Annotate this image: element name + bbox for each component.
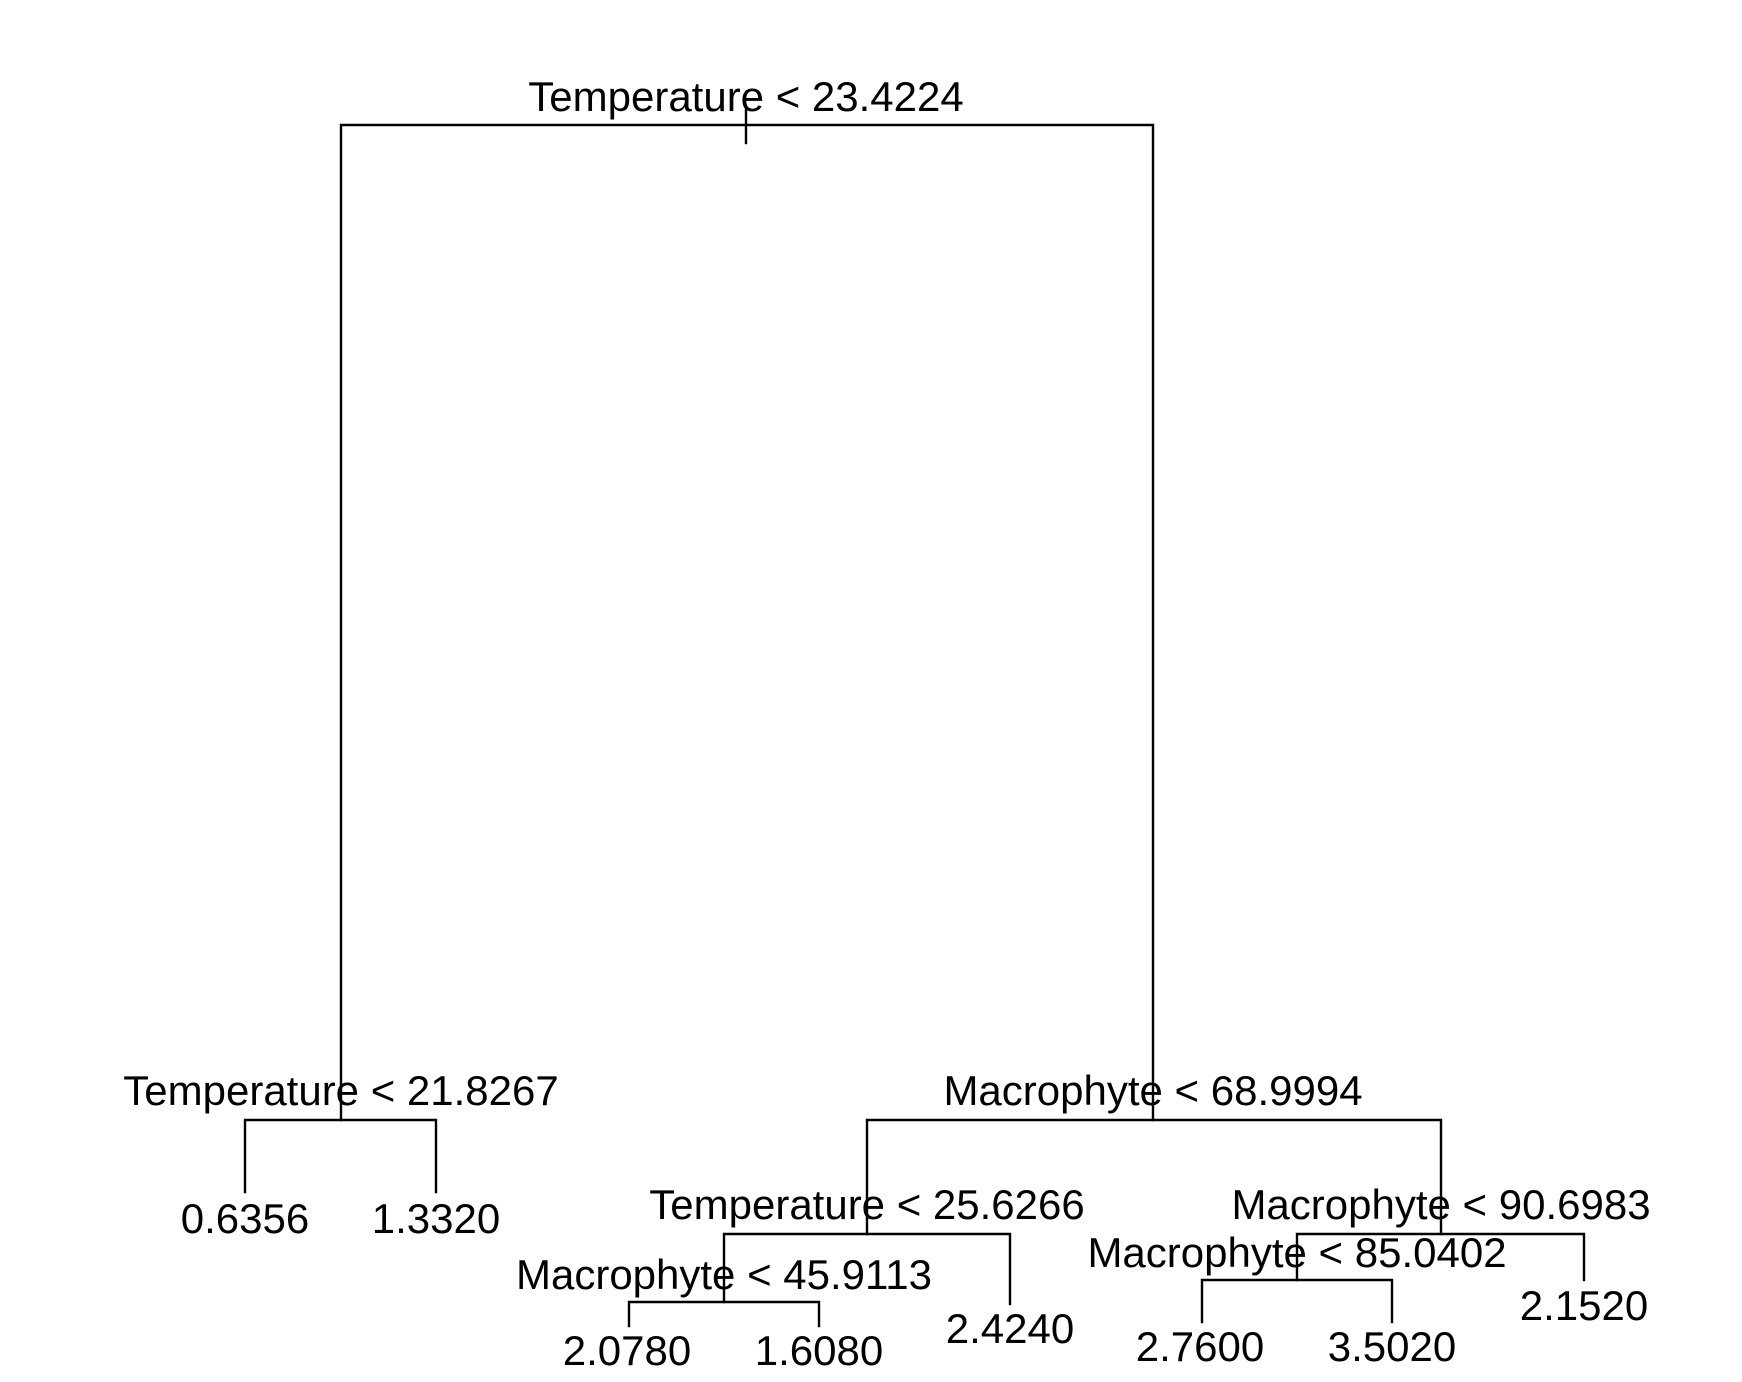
right-right-left-branch bbox=[1200, 1278, 1394, 1324]
leaf-value: 3.5020 bbox=[1328, 1323, 1456, 1370]
leaf-value: 1.3320 bbox=[372, 1195, 500, 1242]
right-right-split-label: Macrophyte < 90.6983 bbox=[1231, 1181, 1650, 1228]
leaf-value: 2.7600 bbox=[1136, 1323, 1264, 1370]
right-left-left-split-label: Macrophyte < 45.9113 bbox=[516, 1251, 932, 1298]
split-labels: Temperature < 23.4224 Temperature < 21.8… bbox=[123, 73, 1650, 1298]
right-left-left-branch bbox=[627, 1300, 821, 1328]
right-left-branch bbox=[722, 1232, 1012, 1306]
right-split-label: Macrophyte < 68.9994 bbox=[943, 1067, 1362, 1114]
right-right-branch bbox=[1295, 1232, 1586, 1282]
leaf-value: 2.0780 bbox=[563, 1327, 691, 1374]
leaf-value: 0.6356 bbox=[181, 1195, 309, 1242]
leaf-value: 2.4240 bbox=[946, 1305, 1074, 1352]
left-split-label: Temperature < 21.8267 bbox=[123, 1067, 558, 1114]
root-branch bbox=[339, 123, 1155, 1122]
tree-edges bbox=[243, 106, 1586, 1328]
root-split-label: Temperature < 23.4224 bbox=[528, 73, 963, 120]
leaf-labels: 0.6356 1.3320 2.0780 1.6080 2.4240 2.760… bbox=[181, 1195, 1648, 1374]
right-branch bbox=[865, 1118, 1443, 1236]
leaf-value: 2.1520 bbox=[1520, 1282, 1648, 1329]
right-left-split-label: Temperature < 25.6266 bbox=[649, 1181, 1084, 1228]
left-branch bbox=[243, 1118, 438, 1194]
right-right-left-split-label: Macrophyte < 85.0402 bbox=[1087, 1229, 1506, 1276]
leaf-value: 1.6080 bbox=[755, 1327, 883, 1374]
